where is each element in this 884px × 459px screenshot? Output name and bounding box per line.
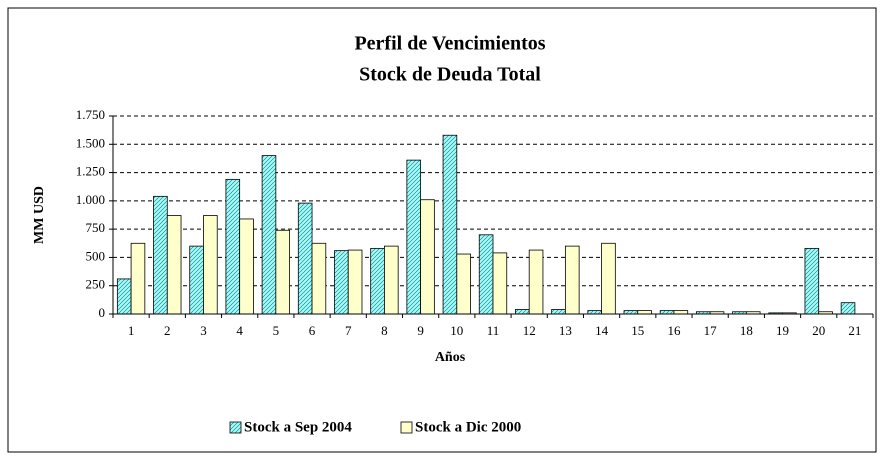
bar — [673, 310, 689, 315]
legend-swatch — [400, 421, 413, 434]
bar — [334, 250, 349, 315]
y-tick-label: 1.000 — [76, 192, 105, 207]
x-tick-label: 8 — [381, 323, 388, 338]
y-tick-label: 0 — [99, 305, 106, 320]
bar — [297, 202, 313, 315]
x-tick-label: 19 — [776, 323, 789, 338]
x-tick-label: 10 — [450, 323, 463, 338]
bar — [130, 242, 146, 315]
bar — [347, 249, 363, 315]
x-tick-label: 21 — [848, 323, 861, 338]
chart-title: Perfil de Vencimientos — [354, 33, 545, 55]
bar — [261, 155, 277, 315]
bar — [239, 218, 254, 315]
x-tick-label: 3 — [200, 323, 207, 338]
bar — [601, 242, 616, 315]
legend-label: Stock a Sep 2004 — [244, 419, 352, 435]
chart-subtitle: Stock de Deuda Total — [359, 64, 541, 86]
bar — [384, 245, 399, 315]
bar — [659, 310, 675, 315]
bar — [528, 249, 544, 315]
legend-label: Stock a Dic 2000 — [415, 419, 521, 435]
bar — [478, 234, 494, 315]
y-tick-label: 250 — [86, 277, 106, 292]
y-tick-label: 1.250 — [76, 164, 105, 179]
x-tick-label: 6 — [309, 323, 316, 338]
y-tick-label: 1.750 — [76, 107, 105, 122]
bar — [370, 247, 385, 315]
bar — [153, 195, 168, 315]
y-tick-label: 500 — [86, 248, 106, 263]
bar — [551, 309, 566, 315]
y-tick-label: 750 — [86, 220, 106, 235]
bar — [406, 159, 422, 315]
x-tick-label: 13 — [559, 323, 572, 338]
x-tick-label: 18 — [740, 323, 753, 338]
bar — [564, 245, 580, 315]
x-tick-label: 7 — [345, 323, 352, 338]
x-axis-label: Años — [435, 350, 466, 365]
x-tick-label: 16 — [667, 323, 681, 338]
bar — [275, 229, 291, 315]
x-tick-label: 20 — [812, 323, 825, 338]
bar — [804, 247, 820, 315]
bar — [166, 215, 182, 315]
bar — [311, 242, 327, 315]
bar — [225, 178, 241, 315]
y-tick-label: 1.500 — [76, 135, 105, 150]
bar — [116, 278, 132, 315]
bar — [623, 310, 639, 315]
x-tick-label: 5 — [273, 323, 280, 338]
x-tick-label: 17 — [704, 323, 718, 338]
bar — [515, 309, 530, 315]
x-tick-label: 9 — [417, 323, 424, 338]
x-tick-label: 11 — [487, 323, 500, 338]
bar — [420, 199, 435, 315]
bar — [442, 134, 458, 315]
x-tick-label: 2 — [164, 323, 171, 338]
bar — [456, 253, 471, 315]
x-tick-label: 4 — [236, 323, 243, 338]
x-tick-label: 12 — [523, 323, 536, 338]
bar — [492, 252, 508, 315]
bar — [840, 302, 856, 315]
bar — [587, 310, 602, 315]
chart-frame — [7, 7, 877, 453]
y-axis-label: MM USD — [32, 186, 47, 244]
bar — [203, 215, 218, 315]
x-tick-label: 1 — [128, 323, 135, 338]
x-tick-label: 15 — [631, 323, 644, 338]
legend-swatch — [229, 421, 242, 434]
x-tick-label: 14 — [595, 323, 609, 338]
bar — [637, 310, 652, 315]
bar — [189, 245, 204, 315]
